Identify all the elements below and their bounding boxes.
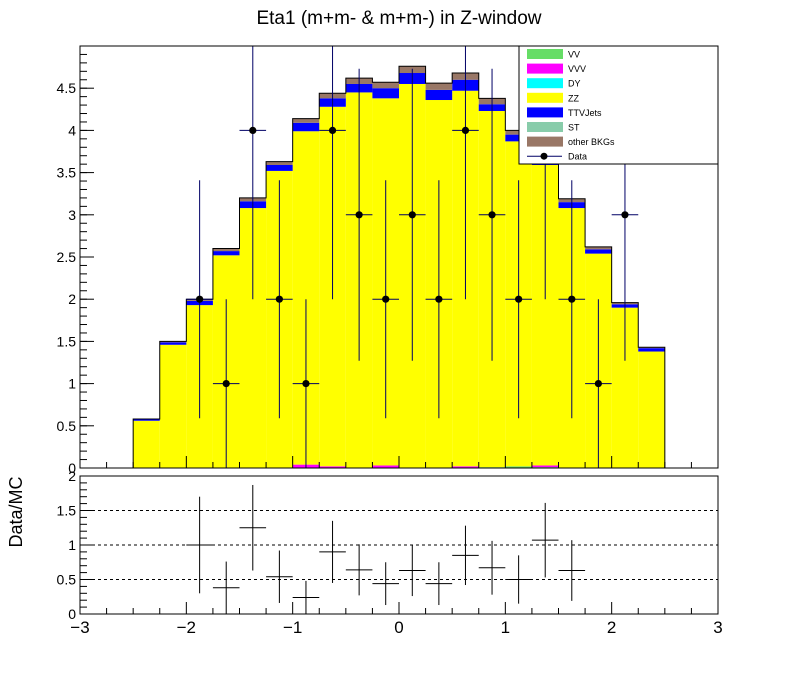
legend-swatch bbox=[527, 92, 563, 103]
ratio-y-tick-label: 0.5 bbox=[57, 572, 77, 588]
ratio-y-axis-label: Data/MC bbox=[6, 476, 26, 547]
top-axes: 0 0.5 1 1.5 2 2.5 3 3.5 4 4.5 bbox=[57, 53, 719, 476]
bar-vvv bbox=[372, 465, 399, 468]
ratio-reference-lines bbox=[80, 510, 718, 580]
legend-label: VV bbox=[568, 50, 580, 60]
bar-vv bbox=[505, 466, 532, 468]
x-tick-label: −2 bbox=[177, 618, 196, 637]
legend-swatch bbox=[527, 122, 563, 132]
data-point bbox=[515, 295, 523, 303]
bar-other-bkgs bbox=[585, 246, 612, 250]
y-tick-label: 1 bbox=[68, 376, 76, 392]
legend-swatch bbox=[527, 136, 563, 147]
bar-other-bkgs bbox=[266, 161, 293, 166]
data-point bbox=[435, 295, 443, 303]
x-tick-label: 2 bbox=[607, 618, 616, 637]
y-tick-label: 0 bbox=[68, 460, 76, 476]
bar-ttvjets bbox=[266, 165, 293, 171]
bar-zz bbox=[133, 420, 160, 468]
top-frame bbox=[79, 45, 719, 469]
y-tick-label: 3.5 bbox=[57, 165, 77, 181]
ratio-points bbox=[186, 484, 586, 614]
bar-zz bbox=[159, 344, 187, 468]
bar-ttvjets bbox=[212, 251, 240, 256]
data-point bbox=[461, 126, 470, 134]
ratio-y-tick-label: 1 bbox=[68, 537, 76, 553]
y-tick-label: 0.5 bbox=[57, 418, 77, 434]
legend-label: VVV bbox=[568, 64, 586, 74]
data-point bbox=[621, 211, 629, 219]
bar-other-bkgs bbox=[292, 118, 320, 123]
data-point bbox=[408, 211, 416, 219]
y-tick-label: 4.5 bbox=[57, 80, 77, 96]
data-point bbox=[196, 295, 204, 303]
ratio-y-tick-label: 1.5 bbox=[57, 503, 77, 519]
bar-other-bkgs bbox=[212, 248, 240, 252]
x-tick-label: 3 bbox=[713, 618, 722, 637]
data-point bbox=[222, 380, 230, 388]
top-panel: 0 0.5 1 1.5 2 2.5 3 3.5 4 4.5 bbox=[57, 45, 719, 476]
y-tick-label: 2 bbox=[68, 291, 76, 307]
y-tick-label: 3 bbox=[68, 207, 76, 223]
ratio-y-tick-label: 2 bbox=[68, 468, 76, 484]
bar-ttvjets bbox=[425, 89, 453, 101]
bar-ttvjets bbox=[133, 419, 160, 421]
bar-vvv bbox=[452, 466, 479, 468]
bar-vvv bbox=[319, 466, 346, 468]
stacked-bars bbox=[132, 65, 666, 469]
x-tick-label: 1 bbox=[501, 618, 510, 637]
bar-ttvjets bbox=[159, 342, 187, 345]
legend-data-marker bbox=[540, 152, 548, 160]
ratio-y-tick-label: 0 bbox=[68, 606, 76, 622]
x-tick-label: 0 bbox=[394, 618, 403, 637]
y-tick-label: 4 bbox=[68, 122, 76, 138]
ratio-panel: 0 0.5 1 1.5 2 −3 −2 −1 0 1 2 3 bbox=[57, 468, 723, 637]
data-point bbox=[302, 380, 310, 388]
bar-ttvjets bbox=[585, 249, 612, 254]
bar-other-bkgs bbox=[425, 83, 453, 90]
data-points bbox=[186, 46, 639, 468]
legend-swatch bbox=[527, 107, 563, 118]
y-tick-label: 1.5 bbox=[57, 333, 77, 349]
legend-label: DY bbox=[568, 79, 581, 89]
y-tick-label: 2.5 bbox=[57, 249, 77, 265]
legend-label: Data bbox=[568, 152, 587, 162]
legend-swatch bbox=[527, 49, 563, 59]
data-point bbox=[328, 126, 337, 134]
data-point bbox=[355, 211, 363, 219]
legend-label: ST bbox=[568, 123, 580, 133]
data-point bbox=[594, 380, 602, 388]
data-point bbox=[249, 126, 257, 134]
data-point bbox=[568, 295, 576, 303]
bar-ttvjets bbox=[638, 348, 665, 352]
legend-label: other BKGs bbox=[568, 137, 615, 147]
x-tick-label: −3 bbox=[70, 618, 89, 637]
ratio-axes: 0 0.5 1 1.5 2 −3 −2 −1 0 1 2 3 bbox=[57, 468, 723, 637]
bar-ttvjets bbox=[372, 88, 399, 99]
x-tick-label: −1 bbox=[283, 618, 302, 637]
stack-outline bbox=[132, 65, 666, 468]
data-point bbox=[275, 295, 283, 303]
bar-zz bbox=[638, 351, 665, 468]
bar-ttvjets bbox=[292, 122, 320, 132]
ratio-frame bbox=[79, 475, 719, 615]
data-point bbox=[488, 211, 496, 219]
data-point bbox=[382, 295, 390, 303]
legend-swatch bbox=[527, 78, 563, 89]
chart-title: Eta1 (m+m- & m+m-) in Z-window bbox=[256, 8, 541, 29]
legend-swatch bbox=[527, 63, 563, 74]
bar-vvv bbox=[531, 465, 559, 468]
bar-other-bkgs bbox=[372, 82, 399, 89]
legend-label: ZZ bbox=[568, 93, 579, 103]
legend-label: TTVJets bbox=[568, 108, 602, 118]
